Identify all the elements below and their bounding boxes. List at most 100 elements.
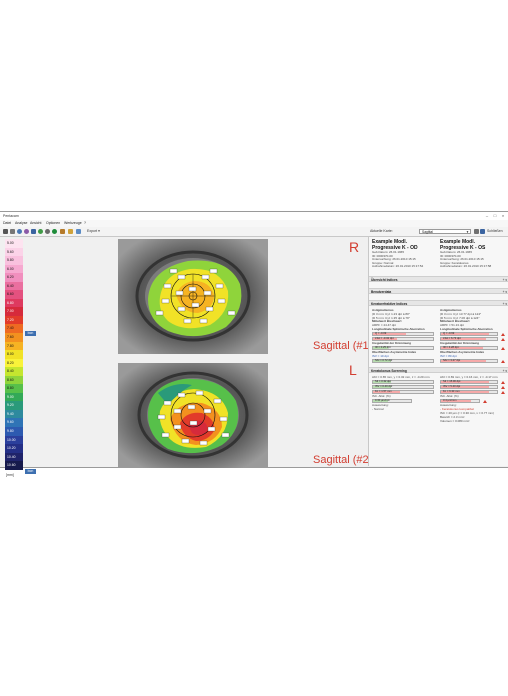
od-info-4: Gruppe: Normal bbox=[372, 260, 394, 265]
scale-step: 10.20 bbox=[5, 444, 23, 453]
refresh-icon[interactable] bbox=[38, 229, 43, 234]
menu-optionen[interactable]: Optionen bbox=[46, 221, 61, 225]
bar-text: SIi = 15.00 dpt bbox=[443, 380, 461, 383]
expand-icon[interactable]: + ▾ bbox=[502, 290, 507, 294]
scale-unit: [mm] bbox=[6, 473, 14, 477]
scale-step: 8.40 bbox=[5, 367, 23, 376]
toolbar: Export ▾ Aktuelle Karte: Sagittal ▼ Schl… bbox=[0, 227, 508, 237]
kr-os-astig-2: (D 5 mm: Cyl: 7.06 dpt à 124° bbox=[440, 315, 480, 320]
ks-od-bar-4: 0.30 µm/mm bbox=[372, 399, 412, 403]
ks-od-line4: - Normal bbox=[372, 407, 384, 411]
kr-os-astig-head: Astigmatismus bbox=[440, 308, 462, 312]
section-label: Übersicht Indices bbox=[371, 278, 398, 282]
maximize-button[interactable]: □ bbox=[493, 213, 497, 218]
export-menu[interactable]: Export ▾ bbox=[87, 229, 100, 233]
kr-od-ir-head: Irregularität der Krümmung bbox=[372, 341, 412, 345]
bar-text: ISV = 5.40 dpt bbox=[443, 385, 461, 388]
section-keratorefraktiv[interactable]: Keratorefraktive Indices + ▾ bbox=[369, 300, 508, 306]
bar-text: Q = -0.09 bbox=[375, 332, 387, 335]
menu-analyse[interactable]: Analyse bbox=[15, 221, 28, 225]
scale-step: 9.20 bbox=[5, 401, 23, 410]
map-label-1: Sagittal (#1) bbox=[313, 340, 373, 352]
bar-text: Kc = 6.33 mm bbox=[443, 390, 460, 393]
section-benutzer[interactable]: Benutzerdata + ▾ bbox=[369, 288, 508, 294]
kr-os-astig-1: (D 3 mm: Cyl: 13.77 dpt à 124° bbox=[440, 312, 482, 316]
section-uebersicht[interactable]: Übersicht Indices + ▾ bbox=[369, 276, 508, 282]
scale-step: 7.00 bbox=[5, 307, 23, 316]
ks-os-line5: ISC = 40 µm (r = 0.30 mm, x = 0.77 mm) bbox=[440, 411, 494, 415]
ks-os-bar-3: Kc = 6.33 mm bbox=[440, 390, 498, 394]
kr-os-lsa-head: Longitudinale Sphärische Aberration bbox=[440, 327, 493, 331]
eye-icon[interactable] bbox=[24, 229, 29, 234]
bar-text: LSA = -0.32 dpt bbox=[375, 337, 394, 340]
section-keratokonus[interactable]: Keratokonus Screening + ▾ bbox=[369, 367, 508, 373]
scale-step: 5.60 bbox=[5, 247, 23, 257]
menu-datei[interactable]: Datei bbox=[3, 221, 12, 225]
ks-od-line1: AKI = 0.65 mm, y = 0.32 mm, z = -0.20 mm bbox=[372, 375, 430, 379]
warning-icon bbox=[501, 337, 505, 341]
warning-icon bbox=[501, 390, 505, 394]
close-window-button[interactable]: × bbox=[501, 213, 505, 218]
status-icon[interactable] bbox=[52, 229, 57, 234]
sagittal-map-right[interactable] bbox=[118, 239, 268, 354]
kr-os-sai-head: Oberflächen Asymmetrie Index bbox=[440, 350, 485, 354]
os-info-2: ID: 0000370-00 bbox=[440, 253, 461, 258]
save-icon[interactable] bbox=[10, 229, 15, 234]
window-title: Pentacam bbox=[3, 214, 19, 218]
minimize-button[interactable]: – bbox=[485, 213, 489, 218]
menu-help[interactable]: ? bbox=[84, 221, 86, 225]
kr-os-q-bar: Q = -0.69 bbox=[440, 332, 498, 336]
print-icon[interactable] bbox=[31, 229, 36, 234]
kr-os-lsa-bar: LSA = 6.73 dpt bbox=[440, 337, 498, 341]
tools-icon[interactable] bbox=[60, 229, 65, 234]
ks-os-line3: Auswertung: bbox=[440, 403, 457, 407]
kr-od-mean-head: Mittelwert Brechwert bbox=[372, 319, 402, 323]
scale-button-bottom[interactable]: bcn bbox=[25, 469, 36, 474]
scale-step: 10.00 bbox=[5, 435, 23, 445]
ks-os-line6: Bwarch = 2.3 mm² bbox=[440, 415, 465, 419]
bar-text: SAI = 3.27 dpt bbox=[443, 359, 461, 362]
ks-od-line3: Auswertung: bbox=[372, 403, 389, 407]
expand-icon[interactable]: + ▾ bbox=[502, 302, 507, 306]
kr-od-arpf: ARPF = 44.47 dpt bbox=[372, 323, 396, 327]
os-info-3: Untersuchung: 26.01.2010 15:15 bbox=[440, 257, 484, 261]
bar-text: LSA = 6.73 dpt bbox=[443, 337, 461, 340]
bar-text: SAI = 0.72 dpt bbox=[375, 359, 393, 362]
ks-od-bar-2: ISV = 0.40 dpt bbox=[372, 385, 434, 389]
map-label-2: Sagittal (#2) bbox=[313, 454, 373, 466]
menu-werkzeuge[interactable]: Werkzeuge bbox=[64, 221, 82, 225]
kr-od-sai-bar: SAI = 0.72 dpt bbox=[372, 359, 434, 363]
scale-step: 6.20 bbox=[5, 273, 23, 282]
menu-ansicht[interactable]: Ansicht bbox=[30, 221, 42, 225]
scale-step: 7.60 bbox=[5, 333, 23, 342]
warning-icon bbox=[501, 346, 505, 350]
expand-icon[interactable]: + ▾ bbox=[502, 369, 507, 373]
map-type-value: Sagittal bbox=[422, 230, 433, 234]
zoom-icon[interactable] bbox=[68, 229, 73, 234]
expand-icon[interactable]: + ▾ bbox=[502, 278, 507, 282]
ks-os-line2: ISC. Allot: (%) bbox=[440, 394, 459, 398]
print-map-icon[interactable] bbox=[480, 229, 485, 234]
od-info-1: Geb.Datum: 26.01.1965 bbox=[372, 250, 405, 254]
globe-icon[interactable] bbox=[17, 229, 22, 234]
scale-step: 10.40 bbox=[5, 452, 23, 462]
section-label: Benutzerdata bbox=[371, 290, 392, 294]
color-scale[interactable]: 5.00 5.60 5.80 6.00 6.20 6.40 6.60 6.80 7.00 7.20… bbox=[5, 239, 23, 470]
ks-os-bar-2: ISV = 5.40 dpt bbox=[440, 385, 498, 389]
settings-icon[interactable] bbox=[76, 229, 81, 234]
open-icon[interactable] bbox=[3, 229, 8, 234]
ks-os-line1: AKI = 0.69 mm, y = 0.16 mm, z = -0.17 mm bbox=[440, 375, 498, 379]
kr-od-astig-1: (D 3 mm: Cyl: 1.23 dpt à 80° bbox=[372, 312, 410, 316]
kr-od-lsa-head: Longitudinale Sphärische Aberration bbox=[372, 327, 425, 331]
close-button[interactable]: Schließen bbox=[487, 229, 503, 233]
scale-step: 6.60 bbox=[5, 290, 23, 299]
scale-step: 6.80 bbox=[5, 298, 23, 308]
map-type-select[interactable]: Sagittal ▼ bbox=[419, 229, 471, 234]
sagittal-map-left[interactable] bbox=[118, 363, 268, 468]
compare-icon[interactable] bbox=[45, 229, 50, 234]
kr-os-ir-head: Irregularität der Krümmung bbox=[440, 341, 480, 345]
refresh-map-icon[interactable] bbox=[474, 229, 479, 234]
scale-button-top[interactable]: bcn bbox=[25, 331, 36, 336]
bar-text: SIi = 0.32 dpt bbox=[375, 380, 391, 383]
ks-os-bar-4: 3.4 µm/mm bbox=[440, 399, 480, 403]
